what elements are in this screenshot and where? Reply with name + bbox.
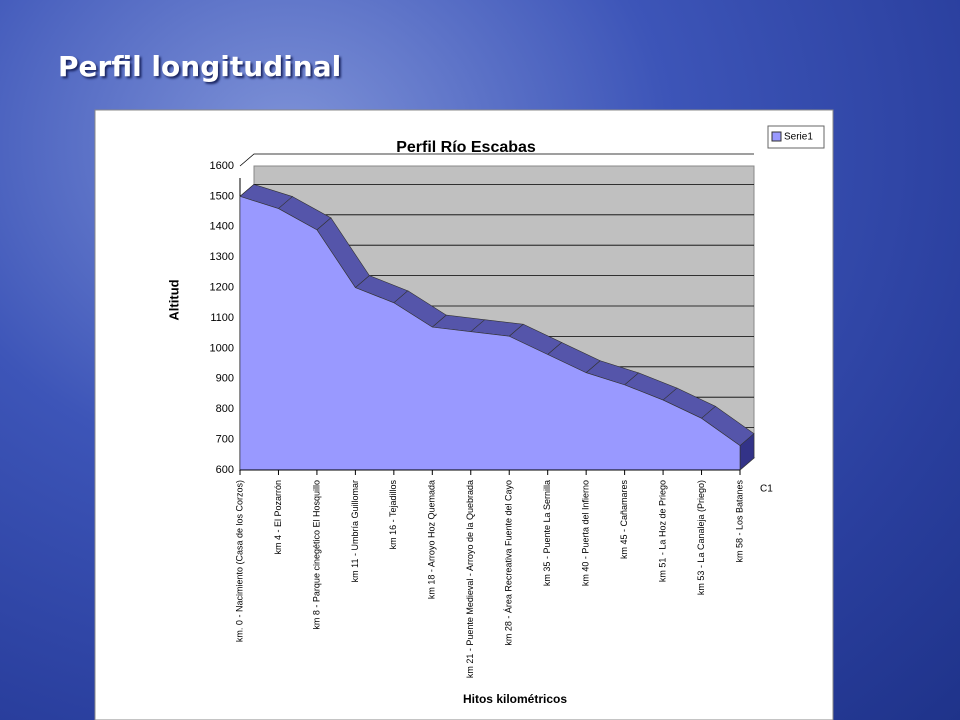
x-tick-label: km 28 - Área Recreativa Fuente del Cayo bbox=[504, 480, 514, 646]
x-tick-label: km 18 - Arroyo Hoz Quemada bbox=[427, 480, 437, 599]
y-tick-label: 800 bbox=[216, 403, 234, 415]
y-tick-label: 1600 bbox=[210, 160, 234, 172]
y-tick-label: 1100 bbox=[210, 312, 234, 324]
x-tick-label: km 21 - Puente Medieval - Arroyo de la Q… bbox=[465, 480, 475, 678]
x-tick-label: km 16 - Tejadillos bbox=[388, 480, 398, 550]
legend-swatch bbox=[771, 131, 782, 142]
x-axis-label: Hitos kilométricos bbox=[463, 692, 567, 706]
y-tick-label: 1300 bbox=[210, 251, 234, 263]
x-tick-label: km 8 - Parque cinegético El Hosquillo bbox=[311, 480, 321, 630]
slide-title: Perfil longitudinal bbox=[58, 50, 342, 83]
depth-label: C1 bbox=[760, 484, 773, 495]
y-tick-label: 1000 bbox=[210, 342, 234, 354]
x-tick-label: km 35 - Puente La Sernilla bbox=[542, 480, 552, 586]
y-tick-label: 1400 bbox=[210, 221, 234, 233]
chart-title: Perfil Río Escabas bbox=[396, 139, 536, 156]
x-tick-label: km 4 - El Pozarrón bbox=[273, 480, 283, 555]
x-tick-label: km 45 - Cañamares bbox=[619, 480, 629, 560]
x-tick-label: km 53 - La Canaleja (Priego) bbox=[696, 480, 706, 595]
y-tick-label: 900 bbox=[216, 373, 234, 385]
x-tick-label: km. 0 - Nacimiento (Casa de los Corzos) bbox=[234, 480, 244, 642]
y-tick-label: 1500 bbox=[210, 190, 234, 202]
y-axis-label: Altitud bbox=[166, 279, 181, 320]
legend-label: Serie1 bbox=[784, 132, 813, 143]
grid-line bbox=[239, 153, 754, 167]
y-tick-label: 1200 bbox=[210, 282, 234, 294]
area bbox=[239, 195, 741, 471]
x-tick-label: km 11 - Umbría Guillomar bbox=[350, 480, 360, 582]
x-tick-label: km 51 - La Hoz de Priego bbox=[657, 480, 667, 582]
x-tick-label: km 40 - Puerta del Infierno bbox=[581, 480, 591, 586]
y-tick-label: 600 bbox=[216, 464, 234, 476]
legend-box bbox=[767, 125, 825, 149]
x-tick-label: km 58 - Los Batanes bbox=[734, 480, 744, 563]
y-tick-label: 700 bbox=[216, 434, 234, 446]
